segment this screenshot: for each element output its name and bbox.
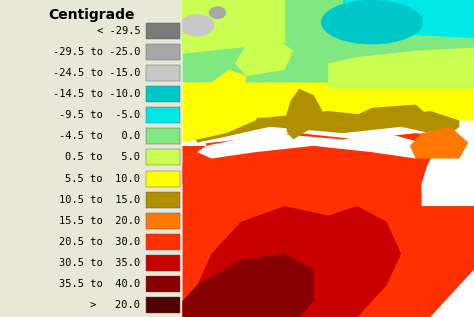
Polygon shape <box>182 82 270 143</box>
Bar <box>146 44 180 60</box>
Polygon shape <box>182 254 314 317</box>
Text: -24.5 to -15.0: -24.5 to -15.0 <box>53 68 140 78</box>
Text: 10.5 to  15.0: 10.5 to 15.0 <box>59 195 140 204</box>
Ellipse shape <box>180 14 215 36</box>
Text: 30.5 to  35.0: 30.5 to 35.0 <box>59 258 140 268</box>
Polygon shape <box>191 101 246 143</box>
Bar <box>182 108 206 146</box>
Bar <box>146 171 180 186</box>
Polygon shape <box>182 41 474 82</box>
Text: < -29.5: < -29.5 <box>97 26 140 36</box>
Text: >   20.0: > 20.0 <box>91 300 140 310</box>
Bar <box>146 128 180 145</box>
Text: 20.5 to  30.0: 20.5 to 30.0 <box>59 237 140 247</box>
Polygon shape <box>182 0 474 54</box>
Bar <box>146 23 180 39</box>
Ellipse shape <box>372 109 413 125</box>
Text: -14.5 to -10.0: -14.5 to -10.0 <box>53 89 140 99</box>
Bar <box>146 255 180 271</box>
Polygon shape <box>284 0 474 48</box>
Polygon shape <box>401 136 474 174</box>
Polygon shape <box>421 127 474 206</box>
Bar <box>146 150 180 165</box>
Ellipse shape <box>321 0 423 44</box>
Polygon shape <box>235 38 293 76</box>
Polygon shape <box>343 0 474 38</box>
Polygon shape <box>197 133 430 158</box>
Polygon shape <box>182 152 474 317</box>
Polygon shape <box>284 89 322 139</box>
Polygon shape <box>328 48 474 89</box>
Polygon shape <box>410 127 468 158</box>
Bar <box>146 191 180 208</box>
Text: 35.5 to  40.0: 35.5 to 40.0 <box>59 279 140 289</box>
Text: 5.5 to  10.0: 5.5 to 10.0 <box>65 173 140 184</box>
Bar <box>146 65 180 81</box>
Bar <box>146 234 180 250</box>
Ellipse shape <box>209 6 226 19</box>
Polygon shape <box>197 111 459 143</box>
Polygon shape <box>352 105 430 127</box>
Text: -9.5 to  -5.0: -9.5 to -5.0 <box>59 110 140 120</box>
Bar <box>146 107 180 123</box>
Polygon shape <box>211 70 246 101</box>
Polygon shape <box>182 206 401 317</box>
Text: -29.5 to -25.0: -29.5 to -25.0 <box>53 47 140 57</box>
Text: -4.5 to   0.0: -4.5 to 0.0 <box>59 132 140 141</box>
Bar <box>146 276 180 292</box>
Bar <box>146 213 180 229</box>
Text: 15.5 to  20.0: 15.5 to 20.0 <box>59 216 140 226</box>
Text: 0.5 to   5.0: 0.5 to 5.0 <box>65 152 140 163</box>
Bar <box>146 86 180 102</box>
Bar <box>146 297 180 313</box>
Text: Centigrade: Centigrade <box>48 8 134 22</box>
Polygon shape <box>182 133 474 184</box>
Polygon shape <box>182 76 474 120</box>
